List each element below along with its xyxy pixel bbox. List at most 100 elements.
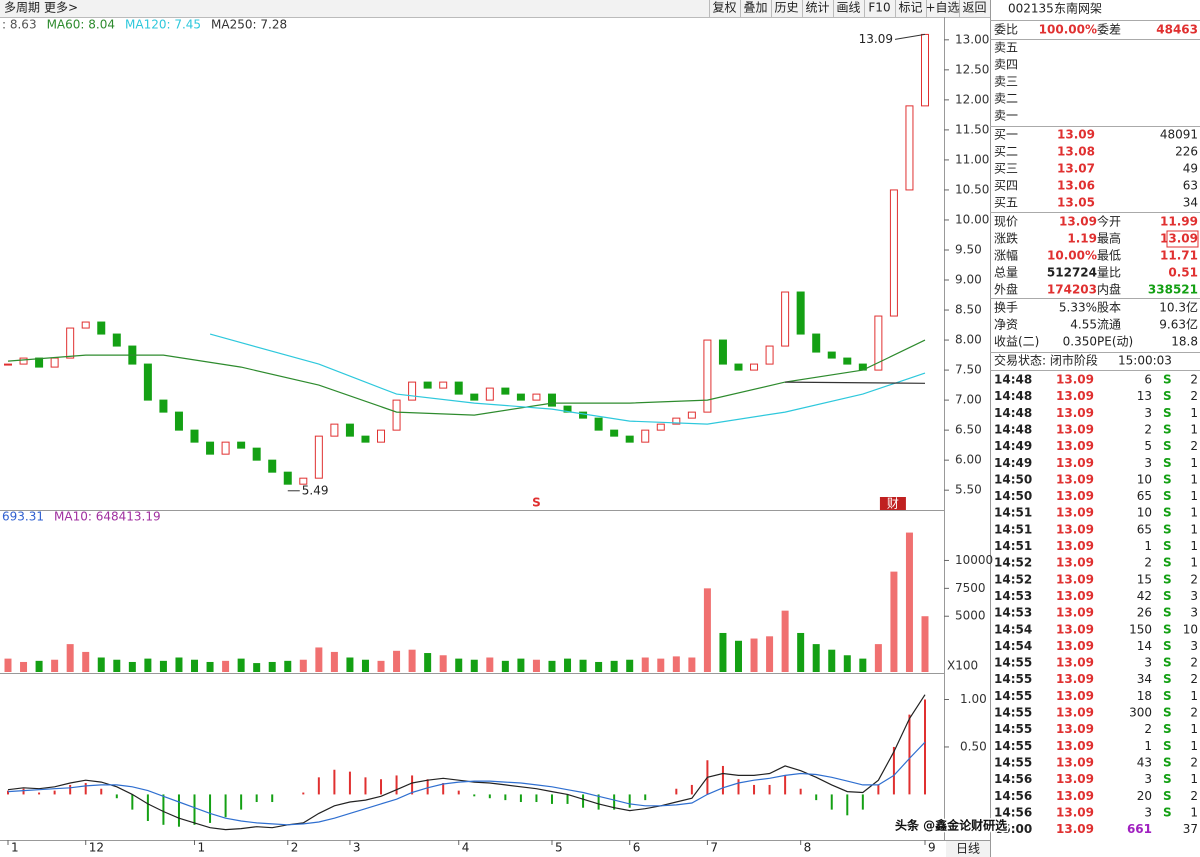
y-tick-label: 0.50 bbox=[960, 739, 987, 753]
volume-bar bbox=[874, 644, 882, 672]
toolbar-menu[interactable]: 多周期 bbox=[4, 1, 40, 15]
volume-bar bbox=[517, 658, 525, 672]
candle bbox=[812, 333, 821, 353]
news-badge-label: 财 bbox=[887, 497, 899, 511]
toolbar-button[interactable]: +自选 bbox=[925, 1, 959, 15]
trade-volume: 661 bbox=[1127, 822, 1152, 836]
trade-side: S bbox=[1163, 589, 1172, 603]
news-badge bbox=[879, 497, 906, 510]
trade-side: S bbox=[1163, 689, 1172, 703]
volume-bar bbox=[781, 610, 789, 672]
candle bbox=[656, 423, 665, 431]
toolbar-button[interactable]: 统计 bbox=[805, 1, 829, 15]
trade-count: 2 bbox=[1190, 706, 1198, 720]
bid-label: 买三 bbox=[994, 162, 1018, 176]
trade-side: S bbox=[1163, 522, 1172, 536]
trade-time: 14:49 bbox=[994, 439, 1032, 453]
x-tick-label: 2 bbox=[291, 841, 299, 855]
volume-bar bbox=[688, 657, 696, 672]
candle bbox=[641, 429, 650, 443]
trade-side: S bbox=[1163, 789, 1172, 803]
ask-label: 卖三 bbox=[994, 75, 1018, 89]
y-tick-label: 9.50 bbox=[955, 242, 982, 256]
x-tick-label: 1 bbox=[198, 841, 206, 855]
trade-side: S bbox=[1163, 389, 1172, 403]
legend-item: : 8.63 bbox=[2, 18, 37, 32]
stat-label: 外盘 bbox=[994, 282, 1018, 297]
toolbar-button[interactable]: F10 bbox=[868, 1, 890, 15]
period-label[interactable]: 日线 bbox=[956, 842, 980, 856]
trade-volume: 20 bbox=[1137, 789, 1152, 803]
stock-code: 002135 bbox=[1008, 2, 1054, 16]
volume-bar bbox=[4, 658, 12, 672]
volume-bar bbox=[206, 661, 214, 672]
legend-item: MA60: 8.04 bbox=[47, 18, 115, 32]
watermark: 头条 @鑫金论财研选 bbox=[895, 818, 1007, 833]
trade-side: S bbox=[1163, 772, 1172, 786]
trade-count: 1 bbox=[1190, 556, 1198, 570]
trade-side: S bbox=[1163, 606, 1172, 620]
trade-price: 13.09 bbox=[1056, 639, 1094, 653]
candle bbox=[4, 363, 12, 366]
trade-volume: 14 bbox=[1137, 639, 1152, 653]
toolbar-button[interactable]: 叠加 bbox=[743, 1, 767, 15]
trade-count: 1 bbox=[1190, 805, 1198, 819]
candle bbox=[50, 357, 59, 368]
toolbar-menu[interactable]: 更多> bbox=[44, 1, 78, 15]
stat-label: 换手 bbox=[994, 301, 1018, 315]
volume-bar bbox=[253, 663, 261, 672]
trade-volume: 3 bbox=[1144, 656, 1152, 670]
trade-time: 14:52 bbox=[994, 572, 1032, 586]
volume-bar bbox=[346, 657, 354, 672]
trade-side: S bbox=[1163, 489, 1172, 503]
low-label: 5.49 bbox=[302, 483, 329, 497]
unit-label: X100 bbox=[947, 659, 978, 673]
trade-price: 13.09 bbox=[1056, 672, 1094, 686]
trade-time: 14:48 bbox=[994, 389, 1032, 403]
candle bbox=[516, 393, 525, 401]
trade-count: 37 bbox=[1183, 822, 1198, 836]
candle bbox=[268, 459, 277, 473]
trade-count: 1 bbox=[1190, 422, 1198, 436]
stat-value: 9.63亿 bbox=[1159, 317, 1198, 332]
volume-bar bbox=[657, 658, 665, 672]
trade-time: 14:55 bbox=[994, 656, 1032, 670]
stat-value: 1.19 bbox=[1067, 232, 1097, 246]
stat-value: 10.00% bbox=[1047, 249, 1097, 263]
candle bbox=[750, 363, 759, 371]
trade-side: S bbox=[1163, 755, 1172, 769]
trade-time: 14:51 bbox=[994, 506, 1032, 520]
trade-time: 14:51 bbox=[994, 539, 1032, 553]
stat-value: 0.51 bbox=[1168, 266, 1198, 280]
volume-bar bbox=[797, 632, 805, 672]
toolbar-button[interactable]: 标记 bbox=[898, 1, 922, 15]
trade-count: 10 bbox=[1183, 622, 1198, 636]
toolbar-button[interactable]: 复权 bbox=[712, 1, 736, 15]
trade-volume: 300 bbox=[1129, 706, 1152, 720]
trade-volume: 65 bbox=[1137, 522, 1152, 536]
volume-bar bbox=[626, 659, 634, 672]
bid-label: 买五 bbox=[994, 196, 1018, 210]
volume-bar bbox=[20, 661, 28, 672]
volume-bar bbox=[439, 655, 447, 672]
trade-count: 1 bbox=[1190, 722, 1198, 736]
trade-volume: 1 bbox=[1144, 739, 1152, 753]
ma-line bbox=[785, 381, 926, 384]
y-tick-label: 6.50 bbox=[955, 423, 982, 437]
volume-bar bbox=[921, 616, 929, 672]
volume-bar bbox=[377, 660, 385, 672]
candle bbox=[687, 411, 696, 419]
toolbar-button[interactable]: 画线 bbox=[836, 1, 860, 15]
stat-value: 11.71 bbox=[1160, 249, 1198, 263]
toolbar-button[interactable]: 历史 bbox=[774, 1, 798, 15]
trade-time: 15:00 bbox=[994, 822, 1032, 836]
x-tick-label: 8 bbox=[804, 841, 812, 855]
candle bbox=[19, 357, 28, 365]
high-label: 13.09 bbox=[859, 32, 893, 46]
toolbar-button[interactable]: 返回 bbox=[962, 1, 986, 15]
y-tick-label: 13.00 bbox=[955, 32, 989, 46]
stat-label: 内盘 bbox=[1097, 282, 1121, 297]
candle bbox=[330, 423, 339, 437]
trade-volume: 26 bbox=[1137, 606, 1152, 620]
trade-time: 14:49 bbox=[994, 456, 1032, 470]
